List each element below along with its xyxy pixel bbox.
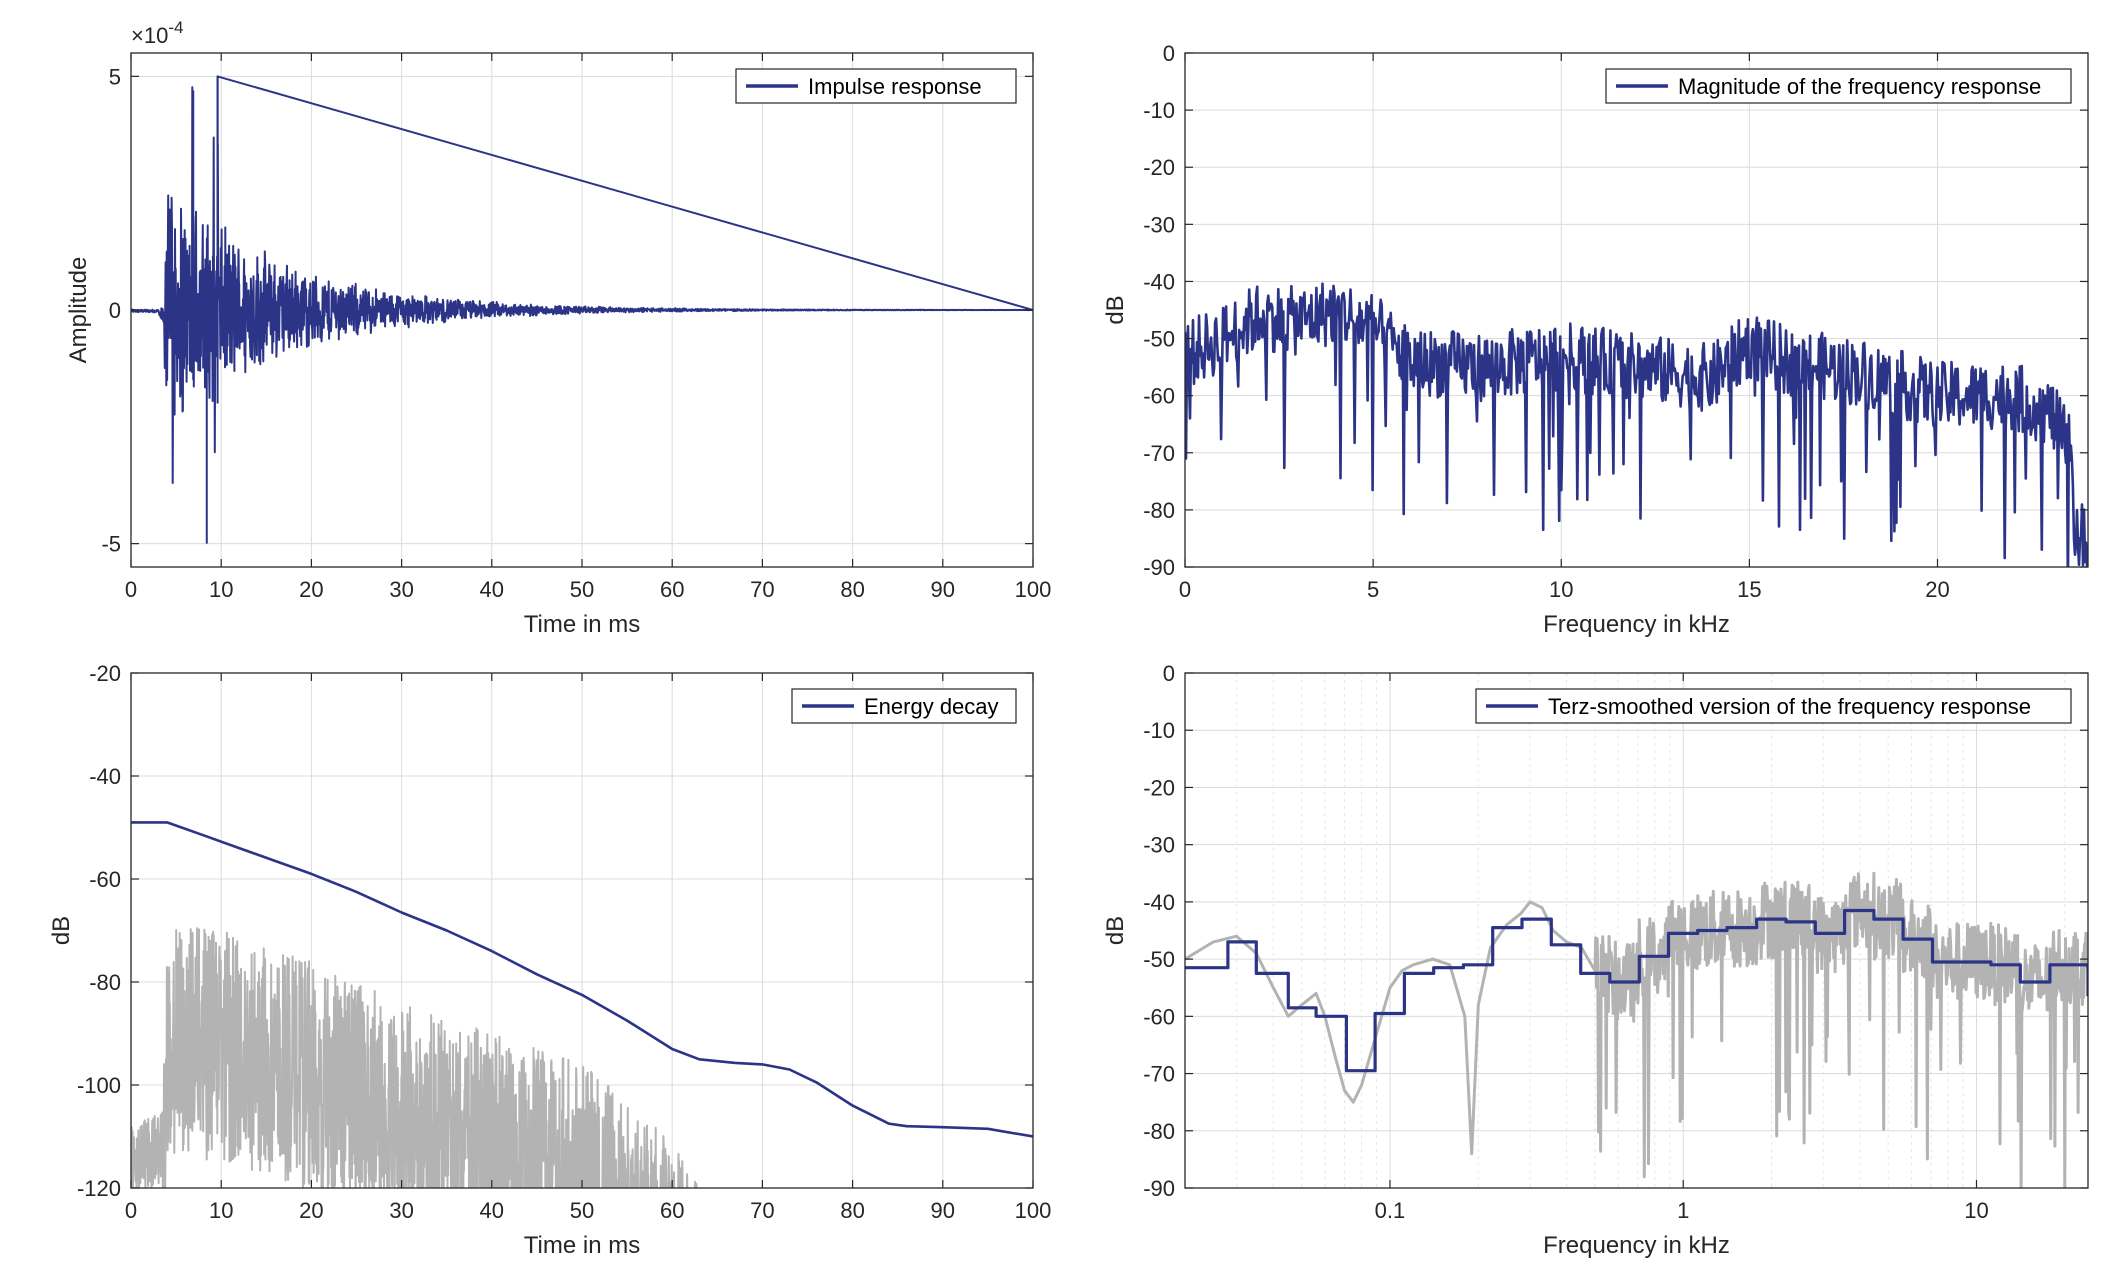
x-tick-label: 20	[1925, 577, 1949, 602]
x-tick-label: 1	[1677, 1198, 1689, 1223]
x-tick-label: 90	[931, 577, 955, 602]
legend-label: Energy decay	[864, 694, 999, 719]
legend: Magnitude of the frequency response	[1605, 68, 2072, 104]
x-tick-label: 100	[1015, 1198, 1052, 1223]
y-tick-label: -10	[1143, 98, 1175, 123]
terz-smoothed-line	[1185, 908, 2088, 1073]
x-tick-label: 50	[570, 1198, 594, 1223]
legend-label: Magnitude of the frequency response	[1678, 74, 2041, 99]
y-tick-label: -70	[1143, 441, 1175, 466]
x-axis-label: Time in ms	[524, 1232, 640, 1259]
y-tick-label: -100	[77, 1073, 121, 1098]
x-tick-label: 60	[660, 1198, 684, 1223]
panel-terz: 0.1 1 10 0 -10 -20 -30 -40 -50 -60 -70 -80 -90 Freque…	[1102, 661, 2089, 1259]
y-exponent-power: -4	[168, 18, 183, 37]
axes-frame	[1184, 52, 2089, 568]
x-tick-label: 30	[389, 577, 413, 602]
y-tick-label: -80	[1143, 1119, 1175, 1144]
magnitude-line	[1185, 282, 2088, 567]
plot-series	[1185, 871, 2088, 1188]
y-axis-label: dB	[48, 916, 75, 945]
legend-label: Terz-smoothed version of the frequency r…	[1548, 694, 2031, 719]
y-tick-label: 0	[1163, 661, 1175, 686]
energy-raw-line	[131, 927, 698, 1188]
x-tick-label: 40	[480, 1198, 504, 1223]
y-tick-label: -90	[1143, 1176, 1175, 1201]
x-tick-label: 0	[1179, 577, 1191, 602]
x-tick-label: 40	[480, 577, 504, 602]
panel-magnitude: 0 5 10 15 20 0 -10 -20 -30 -40 -50 -60 -70 -80 -90 Freq…	[1102, 41, 2089, 638]
x-axis-label: Frequency in kHz	[1543, 1232, 1730, 1259]
y-tick-label: -60	[1143, 1004, 1175, 1029]
y-exponent-label: ×10-4	[131, 18, 183, 48]
y-tick-label: -60	[89, 867, 121, 892]
y-tick-label: -5	[101, 532, 121, 557]
x-tick-label: 30	[389, 1198, 413, 1223]
y-tick-label: -80	[89, 970, 121, 995]
y-axis-label: Amplitude	[65, 257, 92, 364]
plot-series	[131, 75, 1033, 544]
x-tick-label: 50	[570, 577, 594, 602]
plot-series	[131, 821, 1033, 1188]
y-axis-label: dB	[1102, 295, 1129, 324]
y-tick-label: -40	[89, 764, 121, 789]
y-tick-label: 5	[109, 64, 121, 89]
energy-decay-line	[131, 821, 1033, 1138]
y-tick-label: -10	[1143, 718, 1175, 743]
x-tick-label: 0	[125, 577, 137, 602]
y-tick-label: -20	[1143, 155, 1175, 180]
x-tick-label: 100	[1015, 577, 1052, 602]
plot-series	[1185, 282, 2088, 567]
x-tick-label: 0	[125, 1198, 137, 1223]
y-tick-label: 0	[109, 298, 121, 323]
x-tick-label: 0.1	[1375, 1198, 1406, 1223]
y-tick-label: -60	[1143, 384, 1175, 409]
x-tick-label: 80	[840, 1198, 864, 1223]
legend: Energy decay	[791, 688, 1017, 724]
legend-box	[1605, 68, 2072, 104]
y-tick-label: -50	[1143, 327, 1175, 352]
y-tick-label: -20	[89, 661, 121, 686]
x-tick-label: 20	[299, 577, 323, 602]
panel-energy: 0 10 20 30 40 50 60 70 80 90 100 -20 -40 -60 -80 -100 -1…	[48, 661, 1051, 1259]
x-tick-label: 15	[1737, 577, 1761, 602]
y-tick-label: -30	[1143, 833, 1175, 858]
plot-area	[1185, 673, 2088, 1188]
legend-label: Impulse response	[808, 74, 982, 99]
x-tick-label: 60	[660, 577, 684, 602]
x-tick-label: 90	[931, 1198, 955, 1223]
x-tick-label: 10	[209, 1198, 233, 1223]
y-tick-label: -20	[1143, 775, 1175, 800]
y-tick-label: 0	[1163, 41, 1175, 66]
y-tick-label: -80	[1143, 498, 1175, 523]
terz-raw-line	[1185, 871, 2088, 1188]
x-tick-label: 20	[299, 1198, 323, 1223]
x-tick-label: 80	[840, 577, 864, 602]
legend: Terz-smoothed version of the frequency r…	[1475, 688, 2072, 724]
y-exponent-base: ×10	[131, 23, 168, 48]
y-tick-label: -40	[1143, 269, 1175, 294]
y-tick-label: -40	[1143, 890, 1175, 915]
y-tick-label: -50	[1143, 947, 1175, 972]
x-tick-label: 5	[1367, 577, 1379, 602]
y-tick-label: -30	[1143, 212, 1175, 237]
legend-box	[1475, 688, 2072, 724]
y-tick-label: -90	[1143, 555, 1175, 580]
x-tick-label: 10	[1964, 1198, 1988, 1223]
y-axis-label: dB	[1102, 916, 1129, 945]
axes-frame	[1184, 672, 2089, 1189]
legend: Impulse response	[735, 68, 1017, 104]
x-axis-label: Frequency in kHz	[1543, 611, 1730, 638]
y-tick-label: -120	[77, 1176, 121, 1201]
x-axis-label: Time in ms	[524, 611, 640, 638]
x-tick-label: 10	[209, 577, 233, 602]
x-tick-label: 70	[750, 577, 774, 602]
impulse-response-line	[131, 75, 1033, 484]
x-tick-label: 10	[1549, 577, 1573, 602]
x-tick-label: 70	[750, 1198, 774, 1223]
y-tick-label: -70	[1143, 1062, 1175, 1087]
